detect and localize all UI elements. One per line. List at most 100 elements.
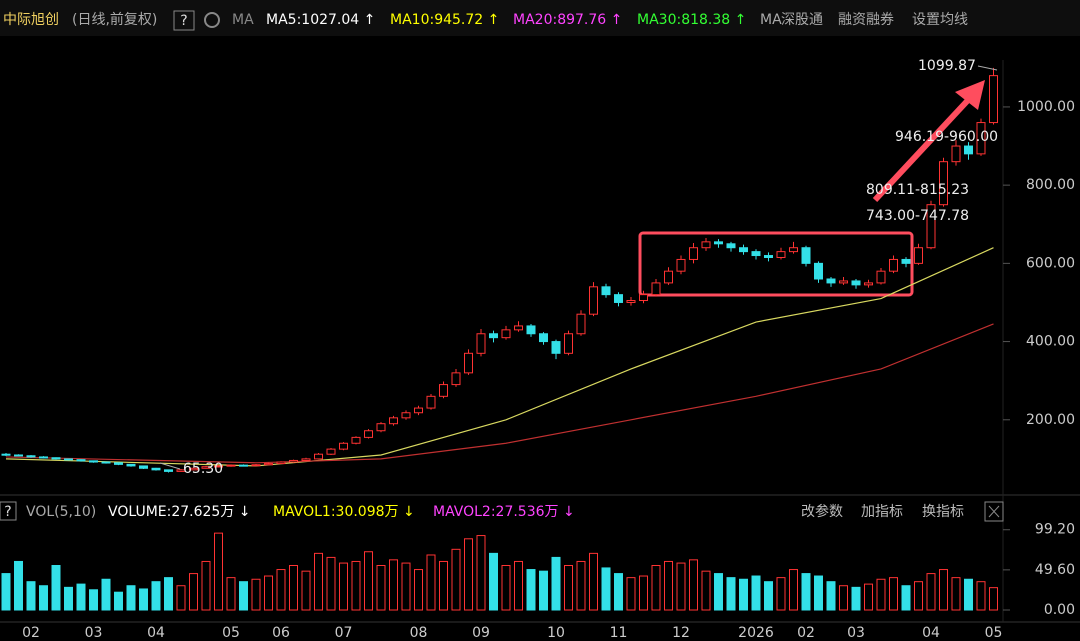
volume-bar: [614, 573, 623, 611]
ma-label: MA: [232, 12, 254, 28]
ma-value: MA10:945.72 ↑: [390, 12, 499, 28]
candle-body: [739, 247, 748, 253]
period: (日线,前复权): [72, 11, 157, 28]
vol-button[interactable]: 加指标: [861, 504, 903, 520]
volume-bar: [589, 552, 598, 611]
candle-body: [164, 469, 173, 472]
candle-body: [489, 333, 498, 339]
candle-body: [126, 463, 136, 467]
volume-bar: [101, 578, 111, 611]
volume-bar: [114, 591, 123, 611]
candle-body: [601, 286, 611, 296]
menu-item[interactable]: MA: [760, 12, 782, 28]
x-tick-label: 02: [797, 625, 815, 641]
highlight-box: [638, 231, 914, 297]
x-tick-label: 07: [335, 625, 353, 641]
close-box[interactable]: [984, 501, 1004, 522]
x-tick-label: 11: [610, 625, 628, 641]
volume-bar: [439, 560, 448, 611]
candle-body: [101, 461, 111, 464]
volume-bar: [426, 554, 436, 611]
volume-bar: [601, 567, 611, 611]
price-annotation: 743.00-747.78: [866, 208, 969, 224]
volume-bar: [151, 581, 161, 611]
candle-body: [176, 469, 186, 472]
vol-help[interactable]: ?: [4, 504, 11, 520]
y-tick-label: 600.00: [1026, 255, 1075, 271]
x-tick-label: 12: [672, 625, 690, 641]
volume-bar: [539, 570, 548, 611]
candle-body: [226, 464, 236, 467]
volume-bar: [801, 573, 811, 611]
stock-name[interactable]: 中际旭创: [3, 12, 59, 28]
x-tick-label: 04: [922, 625, 940, 641]
candle-body: [426, 395, 436, 409]
candle-body: [339, 442, 348, 450]
y-tick-label: 200.00: [1026, 412, 1075, 428]
vol-button[interactable]: 改参数: [801, 503, 843, 520]
volume-bar: [939, 569, 948, 611]
annotation-leader: [159, 462, 181, 470]
candle-body: [776, 251, 786, 258]
x-tick-label: 05: [985, 625, 1003, 641]
volume-bar: [126, 585, 136, 611]
volume-bar: [526, 569, 536, 611]
candle-body: [764, 255, 773, 258]
candle-body: [639, 294, 648, 302]
menu-item[interactable]: 设置均线: [912, 12, 968, 28]
arrow-head: [955, 80, 985, 110]
candle-body: [89, 460, 98, 463]
volume-bar: [64, 586, 73, 611]
candle-body: [1, 453, 11, 456]
menu-item[interactable]: 深股通: [781, 12, 823, 28]
help[interactable]: ?: [180, 13, 187, 29]
vol-legend: MAVOL1:30.098万 ↓: [273, 504, 415, 520]
volume-bar: [664, 560, 673, 611]
vol-help-box[interactable]: [0, 501, 17, 521]
x-tick-label: 09: [472, 625, 490, 641]
volume-bar: [564, 565, 573, 611]
candle-body: [726, 243, 736, 249]
volume-bar: [901, 585, 911, 611]
candle-body: [239, 464, 248, 467]
volume-bar: [651, 565, 661, 611]
settings-icon[interactable]: [204, 12, 220, 28]
candle-body: [801, 247, 811, 264]
candle-body: [251, 464, 261, 467]
candle-body: [676, 258, 686, 272]
candle-body: [964, 145, 973, 155]
vol-tick-label: 49.60: [1035, 562, 1075, 578]
volume-bar: [89, 589, 98, 611]
volume-bar: [351, 560, 361, 611]
volume-bar: [964, 578, 973, 611]
volume-bar: [976, 581, 986, 611]
volume-bar: [926, 573, 936, 611]
volume-bar: [714, 573, 723, 611]
menu-item[interactable]: 融资融券: [838, 12, 894, 28]
candle-body: [864, 282, 873, 286]
vol-legend: MAVOL2:27.536万 ↓: [433, 504, 575, 520]
help-box[interactable]: [173, 10, 195, 31]
candle-body: [76, 459, 86, 462]
volume-bar: [989, 587, 998, 611]
volume-bar: [164, 577, 173, 611]
candle-body: [689, 247, 698, 260]
volume-bar: [489, 552, 498, 611]
volume-bar: [139, 588, 148, 611]
candle-body: [64, 458, 73, 461]
candle-body: [751, 251, 761, 257]
volume-bar: [701, 570, 711, 611]
volume-bar: [839, 585, 848, 611]
volume-bar: [751, 575, 761, 611]
vol-button[interactable]: 换指标: [922, 503, 964, 520]
candle-body: [201, 466, 211, 469]
candle-body: [314, 453, 323, 460]
volume-bar: [451, 548, 461, 611]
close-x[interactable]: [988, 505, 1000, 518]
candle-body: [789, 247, 798, 253]
candle-body: [576, 313, 586, 335]
candle-body: [14, 454, 23, 457]
volume-bar: [364, 551, 373, 611]
volume-bar: [776, 577, 786, 611]
